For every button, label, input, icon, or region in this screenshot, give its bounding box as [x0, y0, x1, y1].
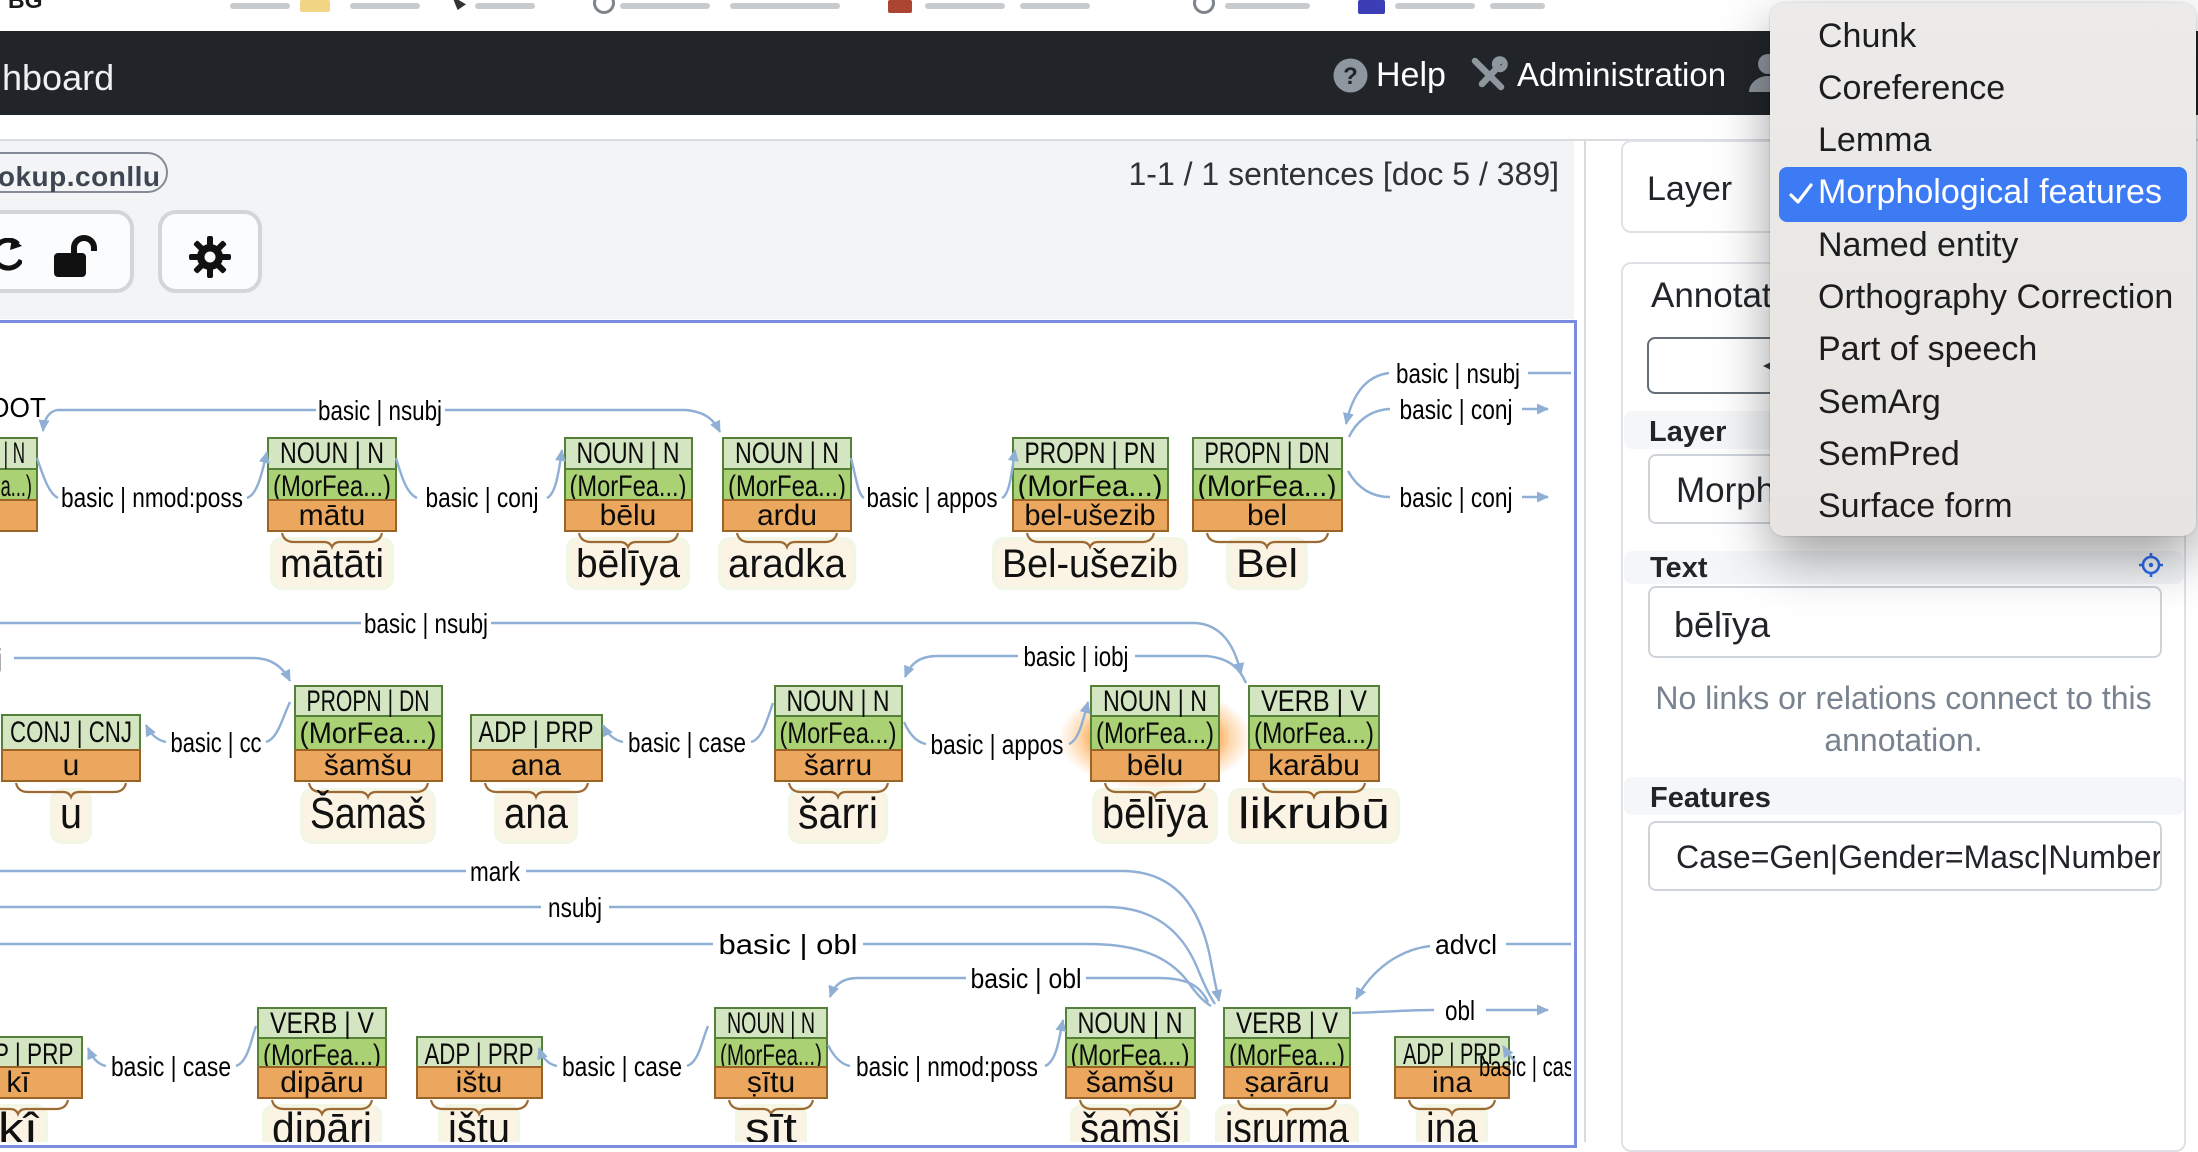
svg-text:dipāri: dipāri	[272, 1104, 372, 1142]
svg-text:ṣītu: ṣītu	[747, 1066, 795, 1099]
svg-text:bel-ušezib: bel-ušezib	[1025, 499, 1156, 532]
svg-text:basic | case: basic | case	[628, 727, 746, 758]
svg-text:ROOT: ROOT	[0, 392, 46, 423]
svg-text:šarru: šarru	[804, 749, 872, 782]
svg-text:kī: kī	[6, 1066, 30, 1099]
svg-text:nsubj: nsubj	[548, 892, 602, 923]
svg-text:u: u	[63, 749, 80, 782]
svg-text:ištu: ištu	[448, 1104, 510, 1142]
svg-text:ana: ana	[511, 749, 561, 782]
svg-text:basic | nsubj: basic | nsubj	[1396, 358, 1520, 389]
svg-text:mātu: mātu	[299, 499, 366, 532]
svg-text:mark: mark	[470, 856, 521, 887]
svg-text:NOUN | N: NOUN | N	[577, 437, 680, 470]
svg-text:ina: ina	[1432, 1066, 1472, 1099]
svg-text:basic | nmod:poss: basic | nmod:poss	[856, 1051, 1038, 1082]
svg-text:basic | conj: basic | conj	[1400, 482, 1513, 513]
svg-text:NOUN | N: NOUN | N	[1078, 1007, 1183, 1040]
svg-text:NOUN | N: NOUN | N	[280, 437, 384, 470]
svg-text:NOUN | N: NOUN | N	[787, 685, 890, 718]
svg-text:basic | iobj: basic | iobj	[1024, 641, 1129, 672]
svg-text:VERB | V: VERB | V	[1236, 1007, 1338, 1040]
svg-text:basic | conj: basic | conj	[1400, 394, 1513, 425]
svg-text:advcl: advcl	[1435, 929, 1497, 960]
svg-text:obl: obl	[1445, 995, 1475, 1026]
svg-text:NOUN | N: NOUN | N	[727, 1007, 815, 1040]
svg-text:šamši: šamši	[1080, 1104, 1180, 1142]
svg-text:ṣarāru: ṣarāru	[1244, 1066, 1329, 1099]
svg-text:(MorFea...): (MorFea...)	[728, 470, 846, 503]
svg-text:ADP | PRP: ADP | PRP	[1403, 1038, 1501, 1071]
svg-text:bēlīya: bēlīya	[1102, 789, 1208, 838]
svg-text:mātāti: mātāti	[280, 542, 384, 586]
svg-text:šamšu: šamšu	[324, 749, 412, 782]
svg-text:Bel: Bel	[1236, 542, 1298, 586]
svg-text:basic | nmod:poss: basic | nmod:poss	[61, 482, 243, 513]
svg-text:karābu: karābu	[1268, 749, 1360, 782]
svg-text:?: ?	[1343, 63, 1358, 90]
svg-text:(MorFea...): (MorFea...)	[780, 717, 897, 750]
svg-text:(MorFea...): (MorFea...)	[1198, 470, 1337, 503]
svg-text:(MorFea...): (MorFea...)	[1018, 470, 1163, 503]
svg-text:bel: bel	[1247, 499, 1287, 532]
svg-text:basic | obl: basic | obl	[971, 963, 1082, 994]
svg-text:ina: ina	[1426, 1104, 1478, 1142]
svg-text:basic | cc: basic | cc	[171, 727, 262, 758]
svg-text:basic | cas: basic | cas	[1479, 1051, 1571, 1082]
svg-text:basic | appos: basic | appos	[931, 729, 1064, 760]
svg-text:kî: kî	[0, 1104, 40, 1142]
svg-text:šamšu: šamšu	[1086, 1066, 1174, 1099]
svg-text:Bel-ušezib: Bel-ušezib	[1002, 542, 1178, 586]
svg-text:VERB | V: VERB | V	[270, 1007, 374, 1040]
svg-text:basic | nsubj: basic | nsubj	[364, 608, 488, 639]
svg-text:Šamaš: Šamaš	[310, 788, 426, 838]
svg-text:ardu: ardu	[757, 499, 817, 532]
svg-text:ana: ana	[504, 789, 568, 838]
svg-text:šarri: šarri	[798, 789, 878, 838]
svg-text:basic | case: basic | case	[562, 1051, 682, 1082]
svg-text:ištu: ištu	[456, 1066, 503, 1099]
svg-text:bēlīya: bēlīya	[576, 542, 681, 586]
svg-text:NOUN | N: NOUN | N	[0, 437, 25, 470]
svg-text:(MorFea...): (MorFea...)	[1096, 717, 1214, 750]
svg-text:(MorFea...): (MorFea...)	[570, 470, 687, 503]
svg-text:j: j	[0, 643, 2, 674]
svg-text:(MorFea...): (MorFea...)	[300, 717, 437, 750]
svg-text:iṣrurma: iṣrurma	[1225, 1104, 1349, 1142]
svg-text:NOUN | N: NOUN | N	[1103, 685, 1207, 718]
svg-text:bēlu: bēlu	[1127, 749, 1184, 782]
svg-text:PROPN | DN: PROPN | DN	[307, 685, 430, 718]
svg-text:PROPN | DN: PROPN | DN	[1205, 437, 1330, 470]
svg-text:PROPN | PN: PROPN | PN	[1025, 437, 1156, 470]
svg-text:likrubū: likrubū	[1238, 789, 1390, 838]
svg-text:ṣīt: ṣīt	[745, 1104, 797, 1142]
svg-text:(MorFea...): (MorFea...)	[0, 470, 32, 503]
svg-text:basic | conj: basic | conj	[426, 482, 539, 513]
svg-text:u: u	[60, 789, 82, 838]
svg-text:(MorFea...): (MorFea...)	[273, 470, 391, 503]
svg-text:ADP | PRP: ADP | PRP	[425, 1038, 534, 1071]
svg-text:basic | obl: basic | obl	[719, 929, 858, 960]
svg-text:basic | nsubj: basic | nsubj	[318, 395, 442, 426]
svg-text:ADP | PRP: ADP | PRP	[0, 1038, 74, 1071]
svg-text:basic | case: basic | case	[111, 1051, 231, 1082]
svg-text:VERB | V: VERB | V	[1261, 685, 1367, 718]
svg-text:(MorFea...): (MorFea...)	[1254, 717, 1374, 750]
svg-text:basic | appos: basic | appos	[867, 482, 998, 513]
svg-text:NOUN | N: NOUN | N	[735, 437, 839, 470]
svg-text:ADP | PRP: ADP | PRP	[479, 716, 594, 749]
svg-text:dipāru: dipāru	[280, 1066, 363, 1099]
svg-text:aradka: aradka	[728, 542, 847, 586]
svg-text:bēlu: bēlu	[600, 499, 657, 532]
svg-text:CONJ | CNJ: CONJ | CNJ	[10, 716, 132, 749]
